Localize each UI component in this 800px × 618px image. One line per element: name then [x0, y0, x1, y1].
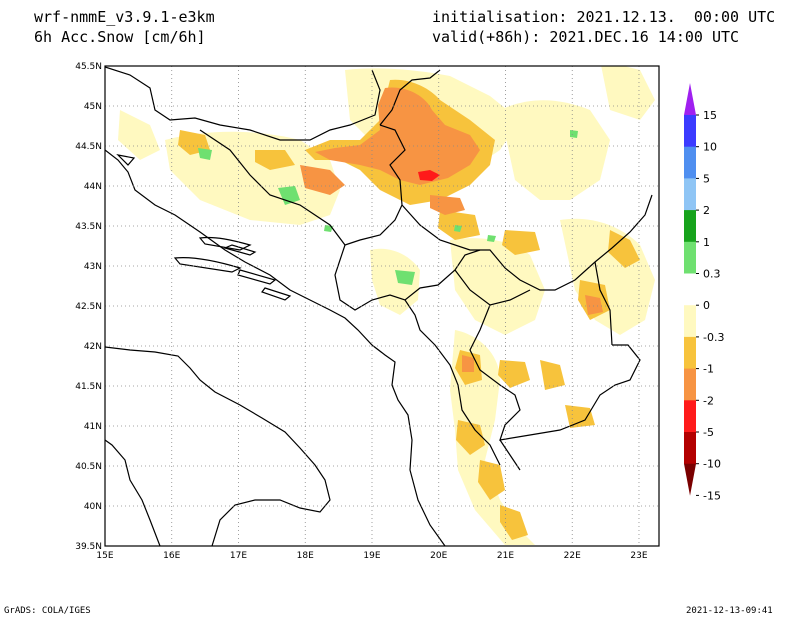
colorbar-swatch: [684, 400, 696, 433]
lat-tick-label: 42N: [84, 342, 102, 352]
colorbar-swatch: [684, 273, 696, 306]
lat-tick-label: 41N: [84, 422, 102, 432]
colorbar-label: -1: [703, 363, 714, 376]
colorbar-swatch: [684, 210, 696, 243]
lon-tick-label: 22E: [564, 551, 581, 561]
colorbar-label: 15: [703, 109, 717, 122]
lat-tick-label: 39.5N: [75, 542, 102, 552]
lon-tick-label: 15E: [96, 551, 113, 561]
grid-lines: [105, 66, 659, 546]
lon-tick-label: 21E: [497, 551, 514, 561]
lat-tick-label: 41.5N: [75, 382, 102, 392]
colorbar-label: -2: [703, 394, 714, 407]
colorbar-bottom-cap: [684, 463, 696, 496]
longitude-labels: 15E 16E 17E 18E 19E 20E 21E 22E 23E: [96, 551, 647, 561]
colorbar-label: 2: [703, 204, 710, 217]
lat-tick-label: 44N: [84, 182, 102, 192]
map-field: [105, 66, 655, 546]
lon-tick-label: 23E: [630, 551, 647, 561]
init-time: initialisation: 2021.12.13. 00:00 UTC: [432, 8, 776, 26]
colorbar-swatch: [684, 432, 696, 465]
valid-time: valid(+86h): 2021.DEC.16 14:00 UTC: [432, 28, 740, 46]
lon-tick-label: 20E: [430, 551, 447, 561]
colorbar-label: -10: [703, 458, 721, 471]
coastlines-borders: [105, 66, 653, 546]
colorbar-swatch: [684, 146, 696, 179]
lat-tick-label: 42.5N: [75, 302, 102, 312]
colorbar-label: 5: [703, 172, 710, 185]
colorbar: 15 10 5 2 1 0.3 0 -0.3 -1 -2 -5 -10 -15: [684, 83, 724, 502]
colorbar-label: -15: [703, 489, 721, 502]
footer-grads: GrADS: COLA/IGES: [4, 606, 91, 616]
colorbar-swatch: [684, 241, 696, 274]
colorbar-swatch: [684, 368, 696, 401]
model-title: wrf-nmmE_v3.9.1-e3km: [34, 8, 215, 26]
latitude-labels: 45.5N 45N 44.5N 44N 43.5N 43N 42.5N 42N 41.5N 41N…: [75, 62, 102, 552]
colorbar-label: 10: [703, 141, 717, 154]
map-frame: [104, 65, 660, 547]
lat-tick-label: 40.5N: [75, 462, 102, 472]
colorbar-label: 1: [703, 236, 710, 249]
colorbar-label: 0.3: [703, 268, 721, 281]
colorbar-label: 0: [703, 299, 710, 312]
lat-tick-label: 45.5N: [75, 62, 102, 72]
field-title: 6h Acc.Snow [cm/6h]: [34, 28, 206, 46]
lat-tick-label: 44.5N: [75, 142, 102, 152]
colorbar-swatch: [684, 305, 696, 338]
lon-tick-label: 17E: [230, 551, 247, 561]
lon-tick-label: 18E: [297, 551, 314, 561]
colorbar-swatch: [684, 115, 696, 148]
colorbar-label: -5: [703, 426, 714, 439]
lon-tick-label: 19E: [363, 551, 380, 561]
light-positive-area: [198, 130, 578, 285]
colorbar-swatch: [684, 336, 696, 370]
footer-timestamp: 2021-12-13-09:41: [686, 606, 773, 616]
colorbar-label: -0.3: [703, 331, 724, 344]
lat-tick-label: 43N: [84, 262, 102, 272]
colorbar-top-cap: [684, 83, 696, 115]
lon-tick-label: 16E: [163, 551, 180, 561]
lat-tick-label: 45N: [84, 102, 102, 112]
colorbar-swatch: [684, 178, 696, 211]
peak-snow-area: [418, 170, 440, 181]
lat-tick-label: 40N: [84, 502, 102, 512]
lat-tick-label: 43.5N: [75, 222, 102, 232]
